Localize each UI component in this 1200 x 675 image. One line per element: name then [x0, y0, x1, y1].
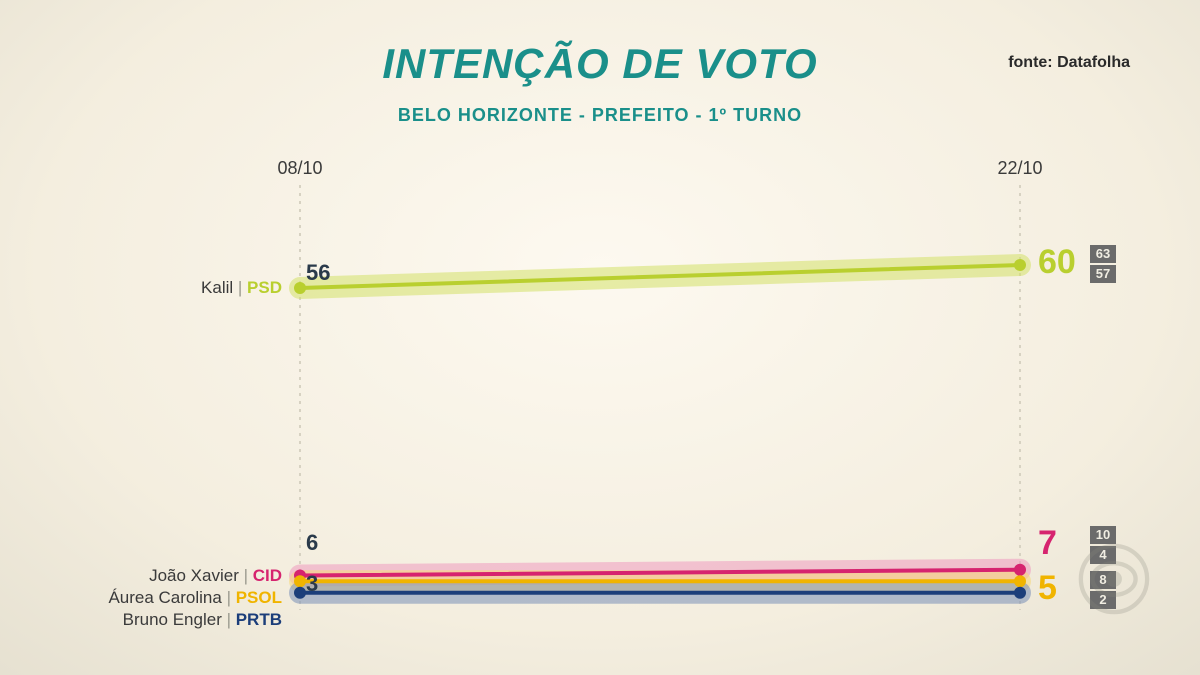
globo-logo-icon — [1078, 543, 1150, 615]
candidate-label: João Xavier | CID — [149, 566, 282, 586]
margin-box: 57 — [1090, 265, 1116, 283]
date-label: 08/10 — [270, 158, 330, 179]
party-label: PRTB — [236, 610, 282, 629]
candidate-name: Kalil — [201, 278, 238, 297]
candidate-name: Bruno Engler — [123, 610, 227, 629]
separator: | — [244, 566, 253, 585]
separator: | — [227, 610, 236, 629]
start-value: 6 — [306, 530, 318, 556]
candidate-label: Kalil | PSD — [201, 278, 282, 298]
candidate-name: João Xavier — [149, 566, 244, 585]
start-value: 3 — [306, 571, 318, 597]
party-label: CID — [253, 566, 282, 585]
candidate-label: Bruno Engler | PRTB — [123, 610, 282, 630]
candidate-label: Áurea Carolina | PSOL — [108, 588, 282, 608]
start-value: 56 — [306, 260, 330, 286]
separator: | — [238, 278, 247, 297]
end-value: 7 — [1038, 524, 1057, 563]
date-label: 22/10 — [990, 158, 1050, 179]
margin-box: 10 — [1090, 526, 1116, 544]
separator: | — [227, 588, 236, 607]
party-label: PSD — [247, 278, 282, 297]
end-value: 60 — [1038, 243, 1076, 282]
end-value: 5 — [1038, 569, 1057, 608]
candidate-name: Áurea Carolina — [108, 588, 226, 607]
margin-box: 63 — [1090, 245, 1116, 263]
party-label: PSOL — [236, 588, 282, 607]
